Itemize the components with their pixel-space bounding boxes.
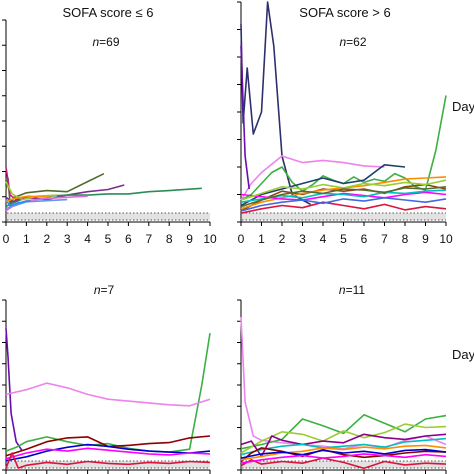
x-tick-label: 0 [3, 232, 10, 246]
series-line-7 [240, 444, 447, 461]
x-tick-label: 2 [43, 232, 50, 246]
panel-bottom-left: n=7 [2, 283, 211, 474]
series-line-8 [240, 45, 250, 190]
side-label-bottom: Day [452, 347, 474, 362]
series-line-1 [240, 316, 447, 450]
panel-top-right: 0 1 2 3 4 5 6 7 8 9 10 n=62 [237, 1, 453, 246]
x-tick-label: 6 [125, 232, 132, 246]
x-tick-label: 1 [258, 232, 265, 246]
panels-group: 0 1 2 3 4 5 6 7 8 9 10n=690 1 2 3 4 5 6 7 8 9 10n=62n=7 n=11 [2, 1, 453, 474]
series-line-5 [240, 437, 447, 456]
series-line-9 [240, 201, 447, 214]
column-title-left: SOFA score ≤ 6 [63, 5, 154, 20]
n-annotation: n=11 [339, 283, 365, 297]
x-tick-label: 2 [279, 232, 286, 246]
x-tick-label: 10 [203, 232, 217, 246]
series-line-1 [240, 1, 312, 206]
series-line-9 [240, 457, 447, 470]
series-line-4 [240, 164, 406, 207]
reference-band [242, 213, 446, 220]
series-line-3 [5, 382, 211, 407]
x-tick-label: 4 [320, 232, 327, 246]
series-line-3 [240, 423, 447, 454]
reference-band [7, 461, 210, 468]
series-line-2 [5, 332, 211, 453]
series-line-7 [5, 452, 211, 469]
series-line-7 [240, 191, 447, 201]
reference-band [7, 213, 210, 220]
series-line-10 [240, 453, 447, 464]
x-tick-label: 3 [299, 232, 306, 246]
x-tick-label: 0 [238, 232, 245, 246]
series-line-9 [5, 195, 51, 203]
n-annotation: n=62 [339, 35, 366, 49]
series-line-8 [240, 448, 447, 459]
x-tick-label: 5 [340, 232, 347, 246]
x-tick-label: 10 [439, 232, 453, 246]
x-tick-label: 8 [402, 232, 409, 246]
x-tick-label: 5 [105, 232, 112, 246]
panel-top-left: 0 1 2 3 4 5 6 7 8 9 10 n=69 [2, 19, 217, 246]
n-annotation: n=7 [94, 283, 115, 297]
series-line-13 [240, 186, 447, 208]
x-tick-label: 9 [422, 232, 429, 246]
series-line-5 [240, 183, 447, 212]
x-tick-label: 7 [145, 232, 152, 246]
series-line-12 [240, 197, 447, 212]
side-label-top: Day [452, 99, 474, 114]
series-line-1 [5, 328, 23, 452]
series-line-2 [240, 413, 447, 450]
x-tick-label: 3 [64, 232, 71, 246]
series-line-2 [240, 95, 447, 201]
series-line-3 [240, 155, 385, 201]
x-tick-label: 1 [23, 232, 30, 246]
n-annotation: n=69 [92, 35, 119, 49]
series-line-6 [5, 181, 58, 201]
series-line-8 [5, 199, 31, 208]
panel-bottom-right: n=11 [237, 283, 447, 474]
series-line-11 [240, 179, 447, 201]
x-tick-label: 6 [361, 232, 368, 246]
series-line-6 [5, 447, 211, 460]
x-tick-label: 4 [84, 232, 91, 246]
column-title-right: SOFA score > 6 [299, 5, 390, 20]
x-tick-label: 9 [186, 232, 193, 246]
x-tick-label: 8 [166, 232, 173, 246]
reference-band [242, 461, 446, 468]
series-line-5 [5, 443, 211, 462]
x-tick-label: 7 [381, 232, 388, 246]
